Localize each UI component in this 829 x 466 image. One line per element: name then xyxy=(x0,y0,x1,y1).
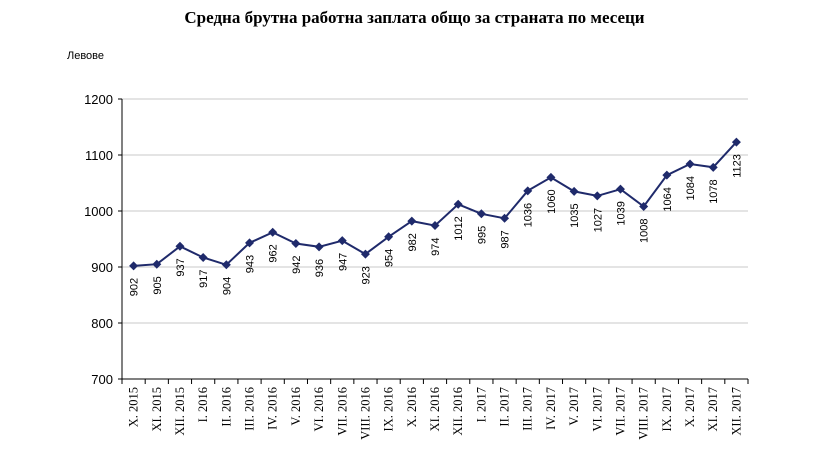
data-point-marker xyxy=(639,202,649,212)
data-label: 1123 xyxy=(731,154,743,178)
y-tick-label: 800 xyxy=(91,316,113,331)
x-tick-label: XII. 2016 xyxy=(451,387,465,436)
data-label: 902 xyxy=(129,278,141,296)
x-tick-label: X. 2015 xyxy=(127,387,141,427)
x-tick-label: VIII. 2017 xyxy=(637,387,651,440)
x-tick-label: IV. 2017 xyxy=(544,387,558,430)
data-point-marker xyxy=(453,199,463,209)
data-label: 936 xyxy=(314,259,326,277)
data-label: 1008 xyxy=(639,219,651,243)
data-point-marker xyxy=(407,216,417,226)
data-label: 987 xyxy=(500,230,512,248)
data-point-marker xyxy=(708,162,718,172)
x-tick-label: I. 2017 xyxy=(474,387,488,422)
data-point-marker xyxy=(129,261,139,271)
y-axis-unit-label: Левове xyxy=(67,50,105,62)
data-point-marker xyxy=(384,232,394,242)
y-tick-label: 1000 xyxy=(84,204,113,219)
data-point-marker xyxy=(291,238,301,248)
data-label: 904 xyxy=(221,277,233,295)
data-point-marker xyxy=(685,159,695,169)
data-point-marker xyxy=(221,260,231,270)
data-label: 974 xyxy=(430,238,442,256)
data-point-marker xyxy=(500,213,510,223)
data-label: 1084 xyxy=(685,176,697,200)
data-label: 1012 xyxy=(453,216,465,240)
data-point-marker xyxy=(337,236,347,246)
x-tick-label: III. 2017 xyxy=(521,387,535,431)
gridlines xyxy=(122,98,748,324)
data-point-marker xyxy=(360,249,370,259)
x-tick-label: V. 2017 xyxy=(567,387,581,426)
data-label: 947 xyxy=(337,253,349,271)
data-point-marker xyxy=(523,186,533,196)
x-tick-label: X. 2016 xyxy=(405,387,419,427)
data-label: 1035 xyxy=(569,203,581,227)
data-point-marker xyxy=(476,209,486,219)
chart-title: Средна брутна работна заплата общо за ст… xyxy=(184,8,645,27)
x-tick-label: XI. 2017 xyxy=(706,387,720,431)
data-label: 982 xyxy=(407,233,419,251)
x-tick-label: VII. 2017 xyxy=(613,387,627,436)
data-label: 1064 xyxy=(662,187,674,211)
x-tick-label: VI. 2016 xyxy=(312,387,326,431)
data-point-marker xyxy=(592,191,602,201)
data-label: 1039 xyxy=(615,201,627,225)
data-point-marker xyxy=(546,172,556,182)
x-tick-label: IX. 2017 xyxy=(660,387,674,431)
y-tick-label: 700 xyxy=(91,372,113,387)
data-label: 917 xyxy=(198,269,210,287)
x-tick-label: IX. 2016 xyxy=(382,387,396,431)
data-label: 905 xyxy=(152,276,164,294)
data-point-marker xyxy=(314,242,324,252)
data-label: 1060 xyxy=(546,189,558,213)
data-point-marker xyxy=(268,227,278,237)
x-tick-label: VII. 2016 xyxy=(335,387,349,436)
data-label: 923 xyxy=(360,266,372,284)
data-label: 995 xyxy=(476,226,488,244)
y-tick-label: 1200 xyxy=(84,92,113,107)
data-point-marker xyxy=(615,184,625,194)
data-labels: 902 905 937 917 904 943 962 942 936 947 923 954 982 9… xyxy=(129,154,744,296)
y-tick-label: 900 xyxy=(91,260,113,275)
data-point-marker xyxy=(152,259,162,269)
x-tick-label: VI. 2017 xyxy=(590,387,604,431)
data-label: 942 xyxy=(291,255,303,273)
x-tick-label: XI. 2016 xyxy=(428,387,442,431)
x-tick-label: I. 2016 xyxy=(196,387,210,422)
x-tick-label: III. 2016 xyxy=(243,387,257,431)
data-label: 1027 xyxy=(592,208,604,232)
x-tick-label: XI. 2015 xyxy=(150,387,164,431)
data-label: 937 xyxy=(175,258,187,276)
x-tick-label: XII. 2015 xyxy=(173,387,187,436)
data-label: 954 xyxy=(384,249,396,267)
data-point-marker xyxy=(198,252,208,262)
data-point-marker xyxy=(731,137,741,147)
data-label: 962 xyxy=(268,244,280,262)
axes xyxy=(118,98,749,384)
data-label: 943 xyxy=(245,255,257,273)
x-tick-label: II. 2017 xyxy=(498,387,512,427)
x-tick-labels: X. 2015 XI. 2015 XII. 2015 I. 2016 II. 2016 I… xyxy=(127,387,744,440)
data-point-marker xyxy=(662,170,672,180)
data-label: 1036 xyxy=(523,203,535,227)
y-tick-label: 1100 xyxy=(85,148,113,163)
x-tick-label: IV. 2016 xyxy=(266,387,280,430)
x-tick-label: VIII. 2016 xyxy=(358,387,372,440)
data-point-marker xyxy=(175,241,185,251)
data-point-marker xyxy=(569,186,579,196)
x-tick-label: XII. 2017 xyxy=(729,387,743,436)
data-points xyxy=(129,137,741,271)
x-tick-label: II. 2016 xyxy=(219,387,233,427)
data-point-marker xyxy=(430,221,440,231)
y-tick-labels: 700 800 900 1000 1100 1200 xyxy=(84,92,113,387)
data-label: 1078 xyxy=(708,179,720,203)
x-tick-label: V. 2016 xyxy=(289,387,303,426)
x-tick-label: X. 2017 xyxy=(683,387,697,427)
data-point-marker xyxy=(245,238,255,248)
